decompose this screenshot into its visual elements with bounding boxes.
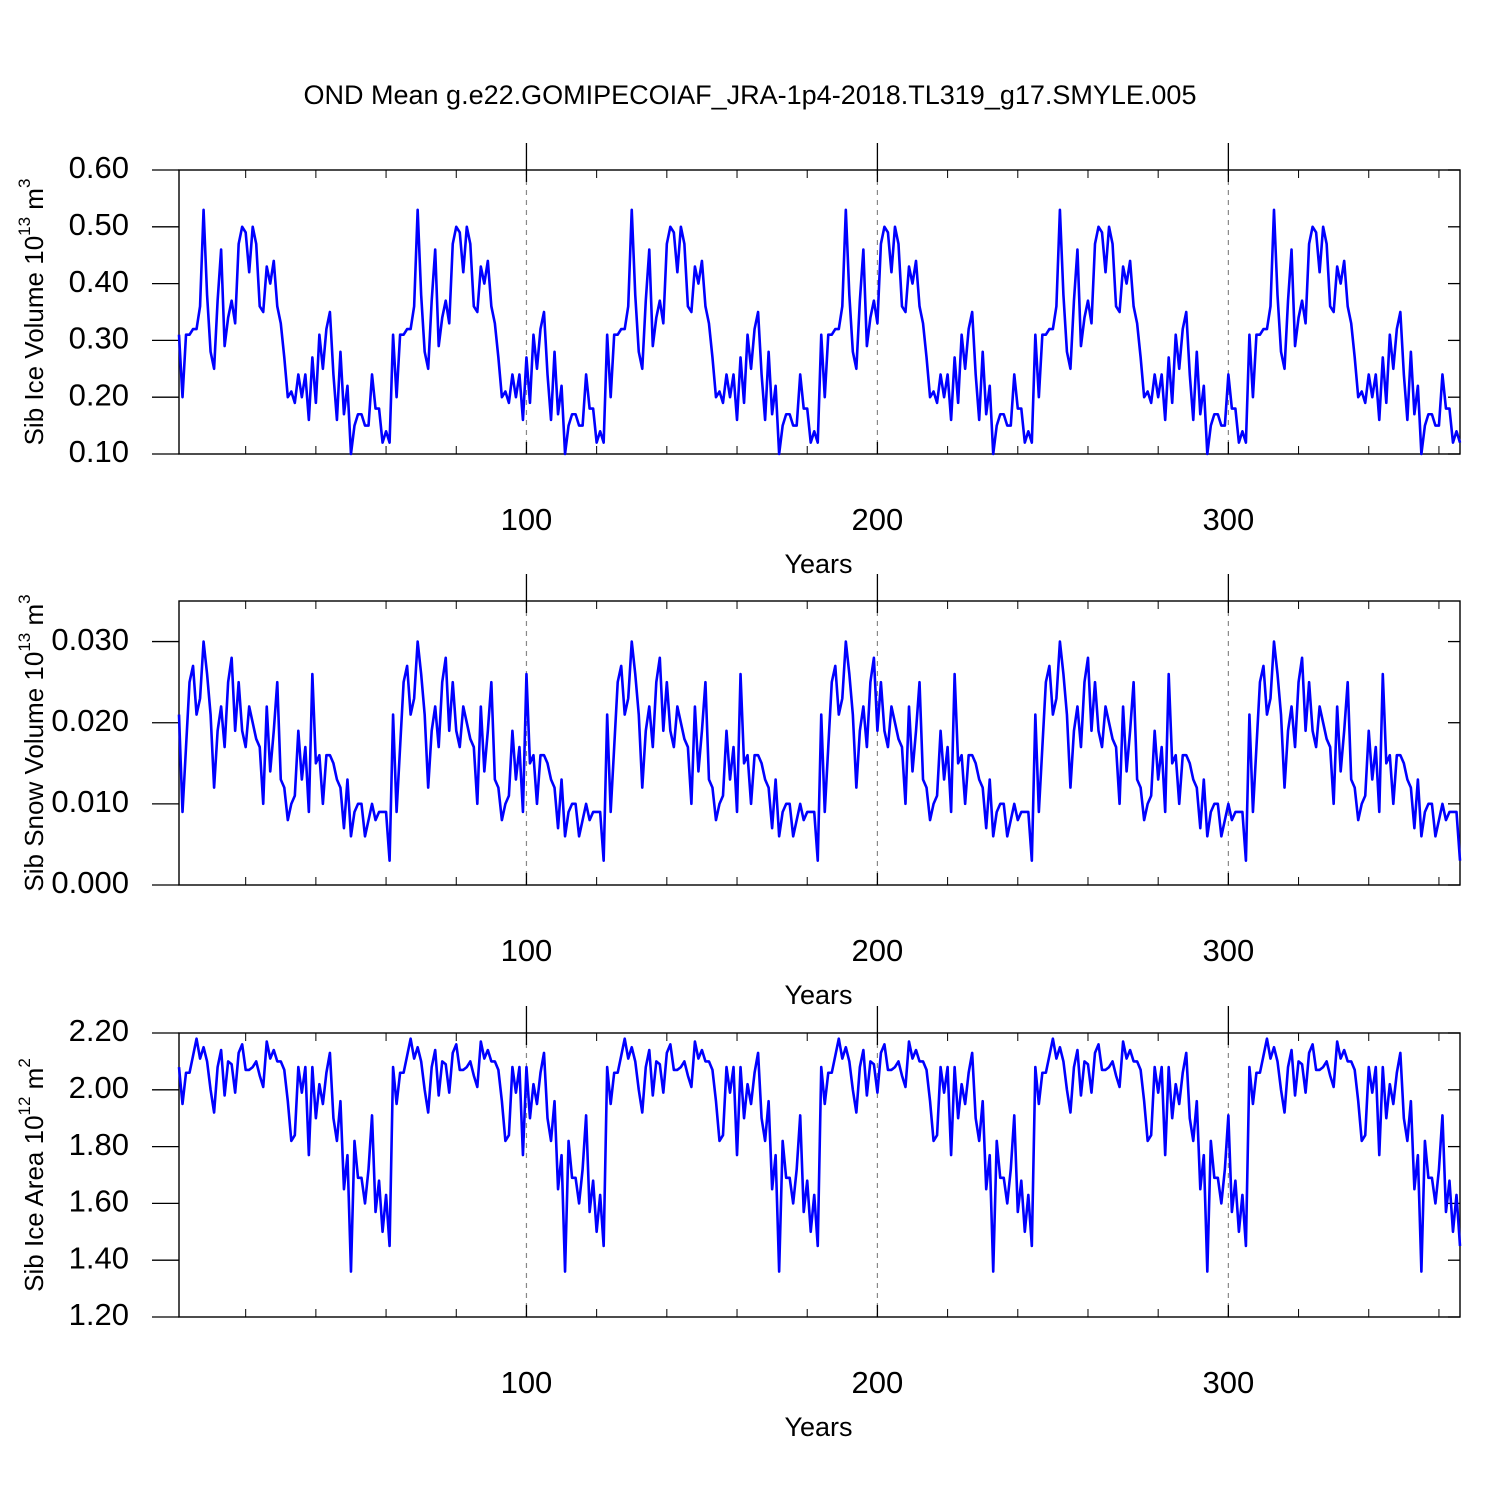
data-line [177, 208, 1462, 456]
y-tick-label: 0.30 [69, 321, 129, 356]
y-tick-label: 0.000 [51, 865, 129, 900]
y-axis-label-part: m [19, 1068, 49, 1097]
y-tick-label: 0.40 [69, 264, 129, 299]
y-tick-label: 0.030 [51, 622, 129, 657]
y-axis-label-part: 3 [15, 594, 34, 603]
y-tick-label: 0.60 [69, 150, 129, 185]
plot-frame [178, 1032, 1461, 1318]
y-axis-label-part: 3 [15, 179, 34, 188]
y-axis-label-part: Sib Snow Volume 10 [19, 652, 49, 892]
y-axis-label: Sib Ice Volume 1013 m3 [15, 179, 48, 446]
x-tick-label: 300 [1202, 1365, 1254, 1400]
data-line [177, 1037, 1462, 1273]
plot-frame [178, 169, 1461, 455]
x-tick-label: 200 [852, 502, 904, 537]
x-tick-label: 300 [1202, 933, 1254, 968]
x-tick-label: 200 [852, 1365, 904, 1400]
x-axis-label: Years [784, 980, 852, 1010]
y-axis-label-part: 12 [15, 1097, 34, 1116]
x-axis-label: Years [784, 1412, 852, 1442]
y-axis-label-part: 13 [15, 217, 34, 236]
x-axis-label: Years [784, 549, 852, 579]
y-tick-label: 0.20 [69, 377, 129, 412]
x-tick-label: 200 [852, 933, 904, 968]
y-axis-label: Sib Ice Area 1012 m2 [15, 1058, 48, 1292]
y-axis-label-part: 13 [15, 633, 34, 652]
y-tick-label: 0.50 [69, 207, 129, 242]
y-tick-label: 1.40 [69, 1240, 129, 1275]
y-tick-label: 2.20 [69, 1013, 129, 1048]
y-axis-label-part: Sib Ice Area 10 [19, 1115, 49, 1291]
y-axis-label-part: m [19, 604, 49, 633]
x-tick-label: 100 [501, 502, 553, 537]
y-tick-label: 1.60 [69, 1184, 129, 1219]
y-tick-label: 2.00 [69, 1070, 129, 1105]
x-tick-label: 300 [1202, 502, 1254, 537]
y-tick-label: 0.010 [51, 784, 129, 819]
y-tick-label: 1.80 [69, 1127, 129, 1162]
y-tick-label: 1.20 [69, 1297, 129, 1332]
y-axis-label: Sib Snow Volume 1013 m3 [15, 594, 48, 891]
data-line [177, 640, 1462, 862]
x-tick-label: 100 [501, 933, 553, 968]
y-axis-label-part: 2 [15, 1058, 34, 1067]
y-axis-label-part: m [19, 188, 49, 217]
y-tick-label: 0.020 [51, 703, 129, 738]
y-axis-label-part: Sib Ice Volume 10 [19, 236, 49, 446]
chart-title: OND Mean g.e22.GOMIPECOIAF_JRA-1p4-2018.… [304, 80, 1197, 110]
y-tick-label: 0.10 [69, 434, 129, 469]
x-tick-label: 100 [501, 1365, 553, 1400]
